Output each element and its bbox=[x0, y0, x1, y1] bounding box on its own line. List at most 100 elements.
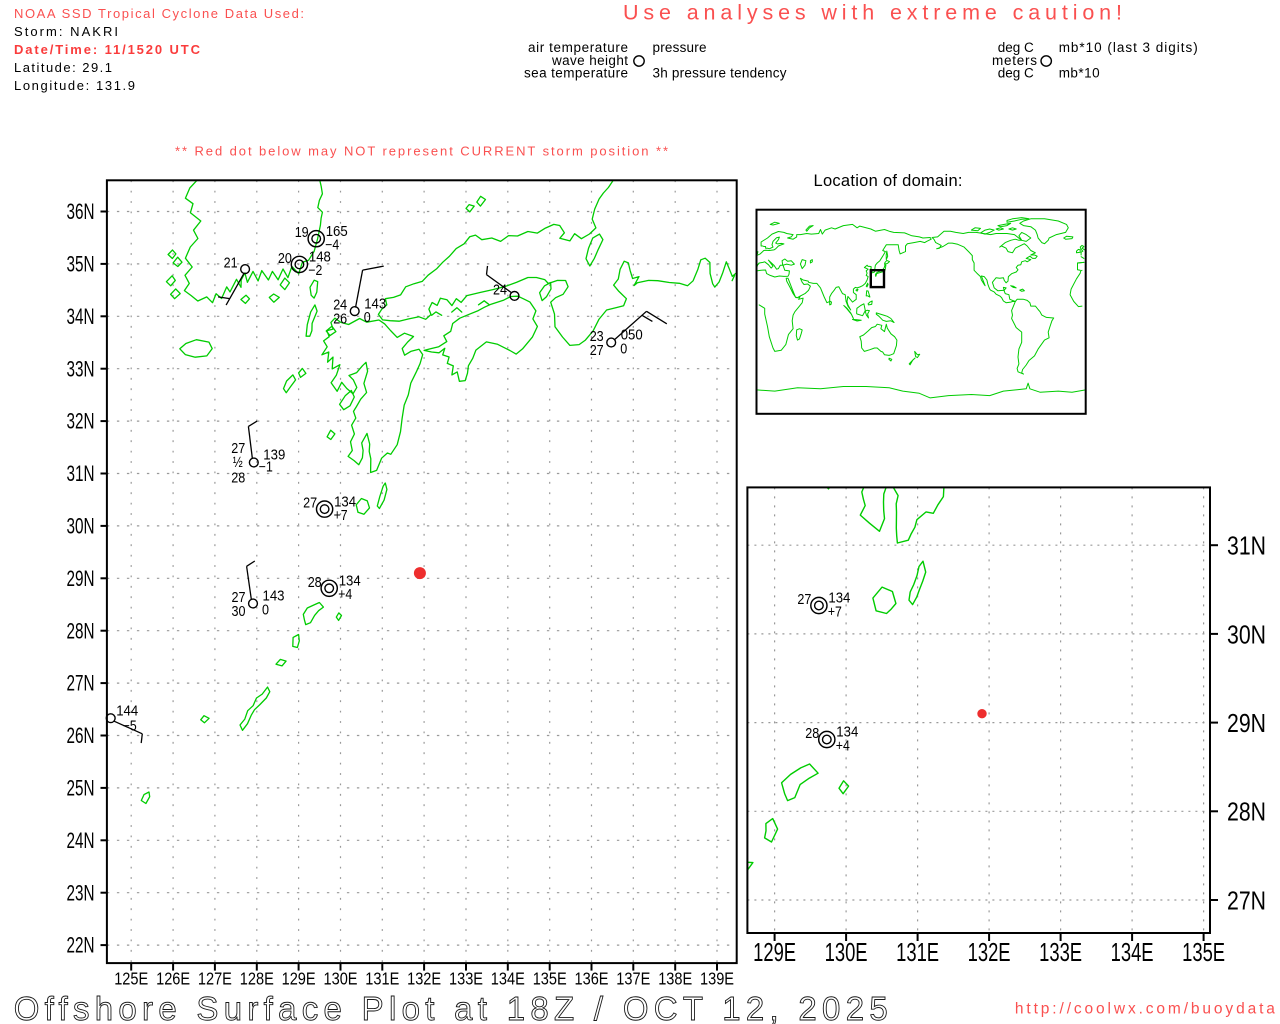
svg-text:0: 0 bbox=[364, 310, 371, 326]
svg-text:pressure: pressure bbox=[653, 40, 707, 55]
svg-text:130E: 130E bbox=[324, 969, 358, 989]
svg-text:http://coolwx.com/buoydata: http://coolwx.com/buoydata bbox=[1015, 1001, 1275, 1018]
svg-text:NOAA SSD Tropical Cyclone Data: NOAA SSD Tropical Cyclone Data Used: bbox=[14, 6, 304, 21]
svg-text:127E: 127E bbox=[198, 969, 232, 989]
svg-text:133E: 133E bbox=[449, 969, 483, 989]
svg-text:26N: 26N bbox=[67, 723, 95, 748]
svg-text:+7: +7 bbox=[828, 604, 842, 620]
svg-text:Date/Time: 11/1520 UTC: Date/Time: 11/1520 UTC bbox=[14, 42, 201, 57]
svg-text:36N: 36N bbox=[67, 199, 95, 224]
svg-text:Latitude: 29.1: Latitude: 29.1 bbox=[14, 60, 112, 75]
svg-text:143: 143 bbox=[364, 296, 386, 312]
svg-text:134: 134 bbox=[339, 574, 361, 590]
svg-text:24: 24 bbox=[493, 282, 507, 298]
svg-text:129E: 129E bbox=[282, 969, 316, 989]
svg-text:21: 21 bbox=[224, 256, 238, 272]
svg-text:31N: 31N bbox=[1227, 531, 1266, 561]
svg-text:½: ½ bbox=[233, 455, 243, 471]
svg-text:sea temperature: sea temperature bbox=[524, 66, 628, 81]
svg-text:148: 148 bbox=[309, 250, 331, 266]
svg-text:29N: 29N bbox=[67, 566, 95, 591]
svg-text:33N: 33N bbox=[67, 356, 95, 381]
svg-text:128E: 128E bbox=[240, 969, 274, 989]
svg-text:−4: −4 bbox=[325, 238, 339, 254]
svg-text:deg C: deg C bbox=[998, 40, 1034, 55]
svg-text:134: 134 bbox=[836, 725, 858, 741]
svg-text:27: 27 bbox=[797, 592, 811, 608]
svg-text:mb*10: mb*10 bbox=[1059, 66, 1100, 81]
svg-text:138E: 138E bbox=[658, 969, 692, 989]
svg-text:28: 28 bbox=[805, 726, 819, 742]
svg-text:136E: 136E bbox=[575, 969, 609, 989]
svg-text:22N: 22N bbox=[67, 933, 95, 958]
svg-text:28: 28 bbox=[308, 575, 322, 591]
svg-text:30N: 30N bbox=[67, 514, 95, 539]
svg-text:143: 143 bbox=[263, 589, 285, 605]
svg-text:134: 134 bbox=[828, 591, 850, 607]
svg-text:31N: 31N bbox=[67, 461, 95, 486]
svg-text:Use analyses with extreme caut: Use analyses with extreme caution! bbox=[623, 1, 1122, 25]
svg-text:3h pressure tendency: 3h pressure tendency bbox=[653, 66, 787, 81]
svg-text:26: 26 bbox=[333, 312, 347, 328]
svg-text:35N: 35N bbox=[67, 252, 95, 277]
svg-text:131E: 131E bbox=[896, 937, 939, 967]
svg-text:27: 27 bbox=[232, 590, 246, 606]
svg-text:air temperature: air temperature bbox=[528, 40, 628, 55]
svg-text:Storm: NAKRI: Storm: NAKRI bbox=[14, 24, 118, 39]
svg-text:135E: 135E bbox=[1182, 937, 1225, 967]
svg-text:−5: −5 bbox=[123, 719, 137, 735]
svg-text:129E: 129E bbox=[753, 937, 796, 967]
svg-text:28N: 28N bbox=[1227, 797, 1266, 827]
svg-text:134: 134 bbox=[334, 494, 356, 510]
svg-text:19: 19 bbox=[295, 225, 309, 241]
svg-text:34N: 34N bbox=[67, 304, 95, 329]
svg-text:132E: 132E bbox=[968, 937, 1011, 967]
svg-text:Location of domain:: Location of domain: bbox=[814, 172, 963, 190]
svg-text:23N: 23N bbox=[67, 880, 95, 905]
svg-text:125E: 125E bbox=[114, 969, 148, 989]
svg-text:meters: meters bbox=[992, 53, 1037, 68]
svg-text:27: 27 bbox=[231, 441, 245, 457]
svg-text:135E: 135E bbox=[533, 969, 567, 989]
svg-text:wave height: wave height bbox=[551, 53, 628, 68]
svg-text:mb*10 (last 3 digits): mb*10 (last 3 digits) bbox=[1059, 40, 1198, 55]
svg-text:27: 27 bbox=[590, 343, 604, 359]
svg-text:133E: 133E bbox=[1039, 937, 1082, 967]
svg-text:30: 30 bbox=[232, 604, 246, 620]
svg-text:28N: 28N bbox=[67, 618, 95, 643]
svg-text:** Red dot below may NOT repre: ** Red dot below may NOT represent CURRE… bbox=[175, 144, 668, 159]
svg-text:32N: 32N bbox=[67, 409, 95, 434]
svg-text:20: 20 bbox=[278, 251, 292, 267]
svg-text:23: 23 bbox=[590, 329, 604, 345]
svg-text:144: 144 bbox=[116, 704, 138, 720]
svg-text:130E: 130E bbox=[825, 937, 868, 967]
svg-text:27: 27 bbox=[303, 496, 317, 512]
svg-text:28: 28 bbox=[231, 471, 245, 487]
svg-text:139: 139 bbox=[263, 448, 285, 464]
svg-text:−1: −1 bbox=[259, 460, 273, 476]
svg-text:0: 0 bbox=[620, 341, 627, 357]
svg-text:29N: 29N bbox=[1227, 708, 1266, 738]
svg-text:27N: 27N bbox=[1227, 885, 1266, 915]
svg-text:137E: 137E bbox=[616, 969, 650, 989]
svg-text:Longitude: 131.9: Longitude: 131.9 bbox=[14, 78, 135, 93]
svg-text:24: 24 bbox=[333, 298, 347, 314]
svg-text:+4: +4 bbox=[836, 738, 850, 754]
svg-text:deg C: deg C bbox=[998, 66, 1034, 81]
svg-text:+7: +7 bbox=[334, 508, 348, 524]
svg-text:27N: 27N bbox=[67, 671, 95, 696]
svg-text:0: 0 bbox=[262, 602, 269, 618]
svg-text:132E: 132E bbox=[407, 969, 441, 989]
svg-text:126E: 126E bbox=[156, 969, 190, 989]
svg-text:165: 165 bbox=[326, 224, 348, 240]
svg-text:131E: 131E bbox=[365, 969, 399, 989]
svg-text:134E: 134E bbox=[491, 969, 525, 989]
svg-text:−2: −2 bbox=[308, 263, 322, 279]
svg-text:30N: 30N bbox=[1227, 619, 1266, 649]
svg-text:25N: 25N bbox=[67, 776, 95, 801]
svg-text:134E: 134E bbox=[1111, 937, 1154, 967]
svg-text:050: 050 bbox=[621, 328, 643, 344]
svg-text:139E: 139E bbox=[700, 969, 734, 989]
svg-text:24N: 24N bbox=[67, 828, 95, 853]
svg-text:+4: +4 bbox=[338, 587, 352, 603]
